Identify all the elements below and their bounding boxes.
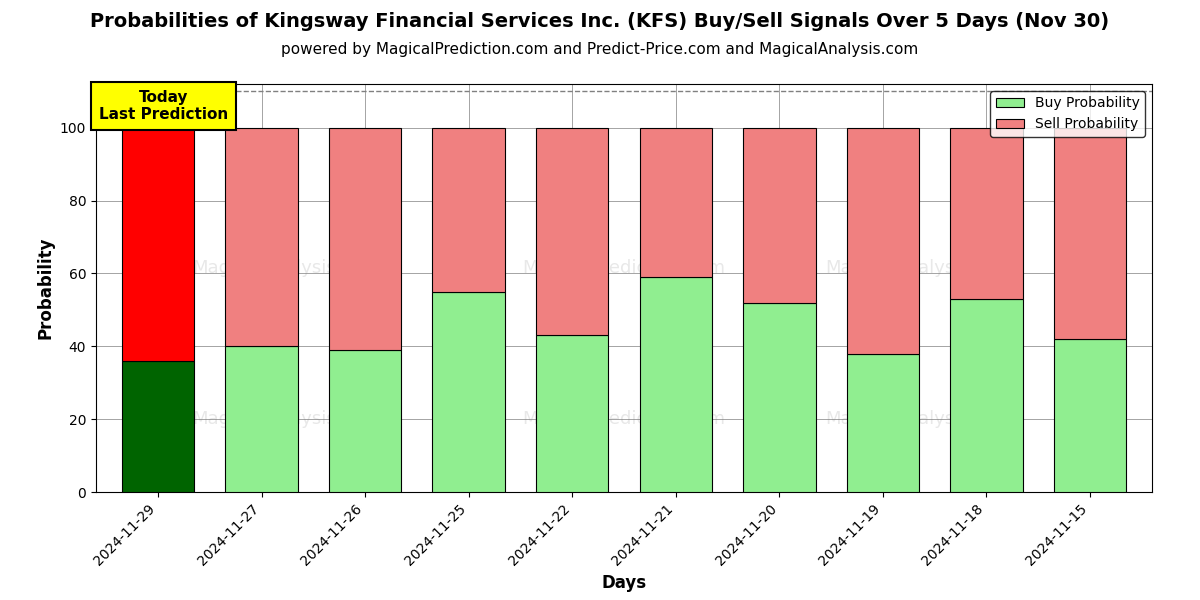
Bar	[640, 128, 712, 277]
Bar	[329, 350, 402, 492]
Bar	[1054, 339, 1126, 492]
Text: Probabilities of Kingsway Financial Services Inc. (KFS) Buy/Sell Signals Over 5 : Probabilities of Kingsway Financial Serv…	[90, 12, 1110, 31]
Bar	[329, 128, 402, 350]
Legend: Buy Probability, Sell Probability: Buy Probability, Sell Probability	[990, 91, 1145, 137]
Text: MagicalAnalysis.com: MagicalAnalysis.com	[192, 259, 380, 277]
Bar	[536, 335, 608, 492]
Bar	[226, 346, 298, 492]
Bar	[432, 292, 505, 492]
Text: powered by MagicalPrediction.com and Predict-Price.com and MagicalAnalysis.com: powered by MagicalPrediction.com and Pre…	[281, 42, 919, 57]
Bar	[122, 128, 194, 361]
X-axis label: Days: Days	[601, 574, 647, 592]
Text: MagicalPrediction.com: MagicalPrediction.com	[522, 410, 726, 428]
Bar	[950, 128, 1022, 299]
Bar	[226, 128, 298, 346]
Bar	[1054, 128, 1126, 339]
Bar	[640, 277, 712, 492]
Bar	[846, 128, 919, 353]
Bar	[743, 128, 816, 302]
Bar	[846, 353, 919, 492]
Y-axis label: Probability: Probability	[36, 237, 54, 339]
Text: MagicalAnalysis.com: MagicalAnalysis.com	[826, 410, 1014, 428]
Bar	[122, 361, 194, 492]
Text: MagicalPrediction.com: MagicalPrediction.com	[522, 259, 726, 277]
Bar	[432, 128, 505, 292]
Text: Today
Last Prediction: Today Last Prediction	[98, 89, 228, 122]
Bar	[536, 128, 608, 335]
Text: MagicalAnalysis.com: MagicalAnalysis.com	[826, 259, 1014, 277]
Bar	[743, 302, 816, 492]
Bar	[950, 299, 1022, 492]
Text: MagicalAnalysis.com: MagicalAnalysis.com	[192, 410, 380, 428]
